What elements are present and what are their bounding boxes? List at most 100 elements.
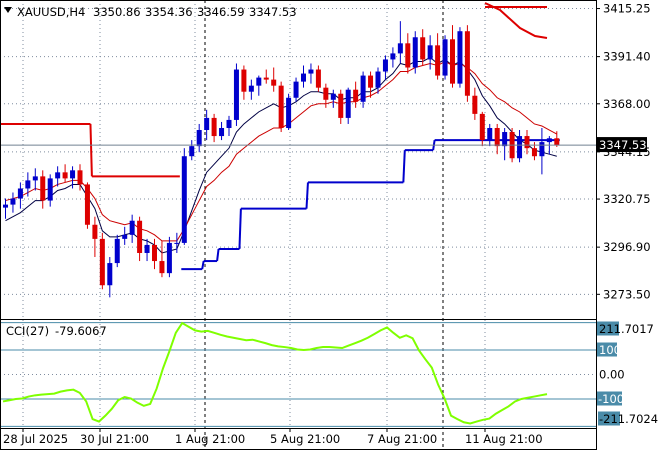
bullish-candle <box>144 238 150 262</box>
bearish-candle <box>420 29 426 66</box>
bullish-candle <box>248 79 254 100</box>
cci-axis[interactable]: 211.7017 100 0.00 -100 -211.7024 <box>597 321 658 427</box>
chart-header: XAUUSD,H4 3350.86 3354.36 3346.59 3347.5… <box>4 5 297 19</box>
candle-body <box>286 97 292 128</box>
candle-body <box>84 184 90 225</box>
candle-body <box>159 261 165 274</box>
candle-body <box>308 69 314 74</box>
cci-axis-label: -100 <box>598 392 624 406</box>
bearish-candle <box>450 25 455 88</box>
bullish-candle <box>301 65 306 88</box>
bullish-candle <box>256 75 262 96</box>
bullish-candle <box>17 182 23 209</box>
candle-body <box>539 142 545 157</box>
bearish-candle <box>494 123 500 155</box>
candle-body <box>420 37 426 60</box>
candle-body <box>375 71 381 88</box>
support-stop-step <box>216 248 220 262</box>
open-value: 3350.86 <box>93 5 141 19</box>
candle-body <box>137 220 143 253</box>
candle-body <box>114 238 120 264</box>
candle-body <box>405 43 411 68</box>
candle-body <box>196 130 202 147</box>
support-stop-step <box>201 260 205 270</box>
time-axis-label: 5 Aug 21:00 <box>270 432 340 446</box>
price-axis-label: 3391.40 <box>603 50 651 64</box>
candle-body <box>99 238 105 286</box>
candle-body <box>166 242 172 274</box>
candle-body <box>40 176 46 201</box>
cci-header: CCI(27) -79.6067 <box>6 324 107 338</box>
candle-body <box>3 204 8 208</box>
candle-body <box>412 37 418 68</box>
bullish-candle <box>55 166 61 187</box>
bearish-candle <box>99 232 105 290</box>
bullish-candle <box>10 192 16 213</box>
candle-body <box>25 180 31 189</box>
candle-body <box>502 132 508 147</box>
bearish-candle <box>159 240 165 278</box>
bullish-candle <box>32 168 38 191</box>
bullish-candle <box>204 109 210 141</box>
bullish-candle <box>107 257 113 298</box>
bullish-candle <box>25 172 31 197</box>
candle-body <box>70 170 76 179</box>
candle-body <box>330 93 336 100</box>
candle-body <box>181 156 187 243</box>
bullish-candle <box>412 31 418 74</box>
price-axis-label: 3296.90 <box>603 240 651 254</box>
bullish-candle <box>375 67 381 94</box>
cci-panel[interactable] <box>0 320 596 429</box>
bullish-candle <box>382 55 388 80</box>
low-value: 3346.59 <box>197 5 245 19</box>
bearish-candle <box>479 111 485 147</box>
candle-body <box>472 95 478 114</box>
bearish-candle <box>405 33 411 74</box>
candle-body <box>353 89 359 102</box>
bullish-candle <box>442 35 448 80</box>
time-axis-label: 28 Jul 2025 <box>3 432 68 446</box>
bullish-candle <box>539 127 545 175</box>
time-axis-label: 30 Jul 21:00 <box>80 432 149 446</box>
candle-body <box>263 77 269 80</box>
triangle-down-icon[interactable] <box>4 7 12 13</box>
time-axis[interactable]: 28 Jul 2025 30 Jul 21:00 1 Aug 21:00 5 Aug … <box>3 428 543 446</box>
bearish-candle <box>84 182 90 229</box>
candle-body <box>226 119 232 128</box>
bearish-candle <box>464 25 470 102</box>
candle-body <box>487 127 493 141</box>
candle-body <box>204 117 210 131</box>
bearish-candle <box>152 238 157 270</box>
candle-body <box>457 31 463 84</box>
bearish-candle <box>323 83 329 108</box>
price-panel[interactable] <box>0 0 596 450</box>
candle-body <box>62 172 68 179</box>
time-axis-label: 11 Aug 21:00 <box>465 432 543 446</box>
candle-body <box>32 176 38 181</box>
candle-body <box>382 59 388 72</box>
bearish-candle <box>241 65 247 100</box>
candle-body <box>271 79 277 86</box>
candle-body <box>278 85 284 128</box>
bearish-candle <box>62 164 68 183</box>
bearish-candle <box>353 81 359 108</box>
candle-body <box>219 127 225 137</box>
candle-body <box>397 43 403 54</box>
bullish-candle <box>226 115 232 137</box>
cci-level-box <box>598 411 620 426</box>
candle-body <box>233 69 239 120</box>
candle-body <box>17 188 23 199</box>
bearish-candle <box>40 170 46 209</box>
candle-body <box>122 234 128 239</box>
bullish-candle <box>122 226 128 245</box>
candle-body <box>450 39 455 84</box>
symbol-label: XAUUSD,H4 <box>17 5 85 19</box>
support-stop-step <box>402 150 406 183</box>
cci-level-lines <box>0 322 596 427</box>
bullish-candle <box>3 198 8 219</box>
bearish-candle <box>368 71 374 98</box>
bullish-candle <box>487 123 493 147</box>
current-price-box <box>597 137 647 153</box>
candle-body <box>107 263 113 286</box>
